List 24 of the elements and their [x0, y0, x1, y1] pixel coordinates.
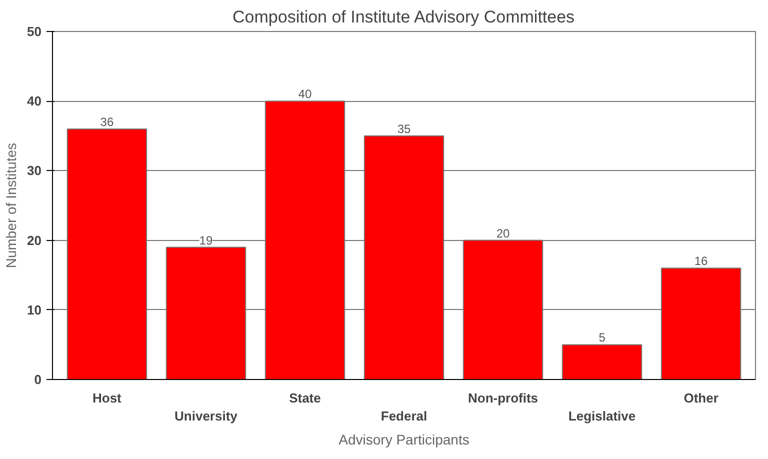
- bar: [562, 344, 642, 380]
- y-axis-title: Number of Institutes: [3, 142, 20, 268]
- y-tick-label: 20: [27, 232, 42, 248]
- x-tick-label: Legislative: [568, 408, 636, 424]
- data-label: 20: [496, 226, 510, 240]
- x-axis-title: Advisory Participants: [338, 432, 470, 448]
- data-label: 35: [397, 122, 411, 136]
- x-tick-label: Other: [684, 390, 718, 406]
- chart-title: Composition of Institute Advisory Committees: [232, 8, 575, 26]
- data-label: 5: [598, 330, 606, 345]
- data-label: 40: [298, 87, 312, 102]
- data-label: 19: [199, 233, 213, 248]
- x-tick-label: Host: [92, 390, 122, 406]
- y-tick-label: 0: [34, 372, 42, 387]
- y-tick-label: 50: [27, 24, 42, 39]
- x-tick-label: Federal: [380, 408, 428, 424]
- y-tick-label: 30: [27, 163, 42, 178]
- x-tick-label: Non-profits: [468, 390, 538, 406]
- data-label: 36: [100, 114, 114, 129]
- x-tick-label: State: [289, 390, 321, 406]
- x-tick-label: University: [174, 408, 238, 424]
- y-tick-label: 10: [27, 302, 42, 318]
- y-tick-label: 40: [27, 94, 42, 109]
- data-label: 16: [694, 254, 708, 268]
